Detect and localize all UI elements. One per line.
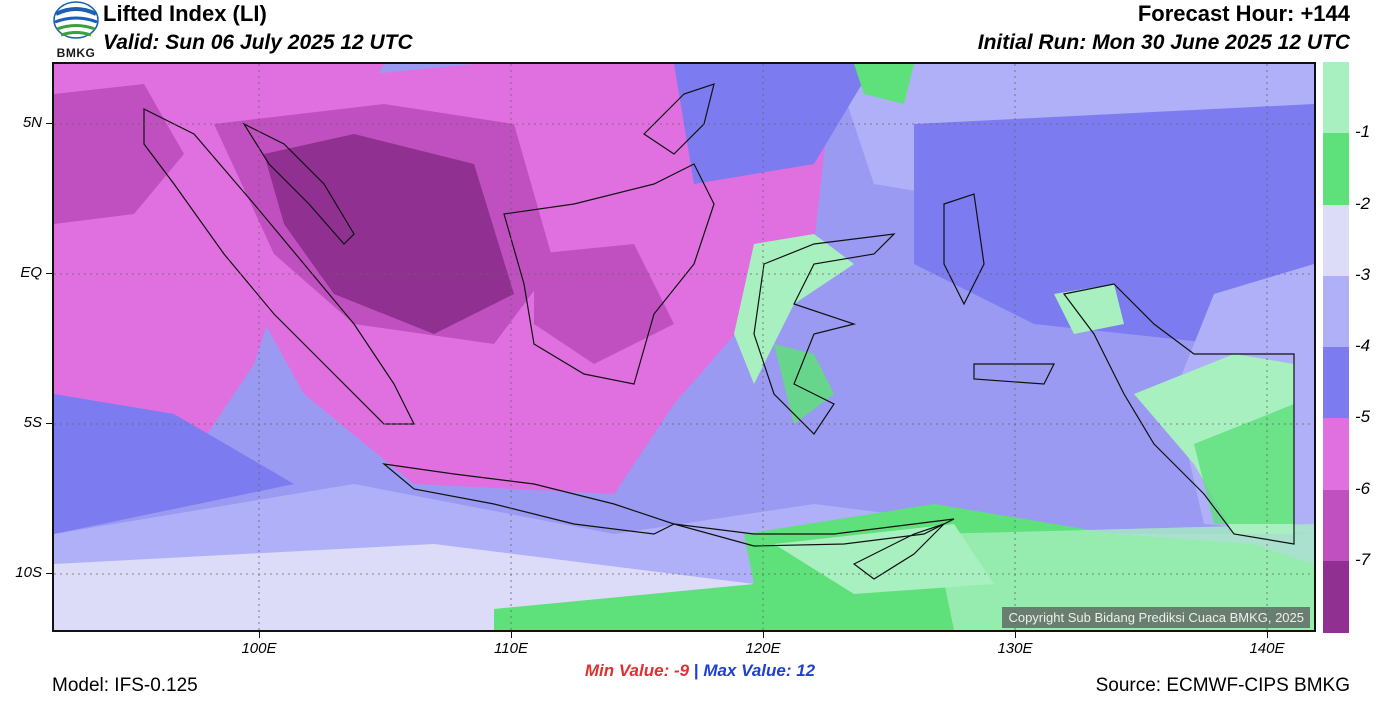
lat-label-5n: 5N <box>22 114 42 131</box>
lat-label-eq: EQ <box>20 264 42 281</box>
min-value: Min Value: -9 <box>584 661 690 680</box>
lon-label-130e: 130E <box>997 640 1033 657</box>
lat-tick <box>46 573 52 574</box>
colorbar-segment <box>1323 560 1349 633</box>
coastlines <box>143 83 1295 580</box>
lon-tick <box>511 632 512 638</box>
colorbar-segment <box>1323 347 1349 419</box>
graticule <box>54 64 1314 630</box>
colorbar-label: -5 <box>1355 407 1371 427</box>
lifted-index-map: Copyright Sub Bidang Prediksi Cuaca BMKG… <box>52 62 1316 632</box>
source-label: Source: ECMWF-CIPS BMKG <box>1095 675 1350 696</box>
colorbar <box>1323 62 1349 633</box>
model-label: Model: IFS-0.125 <box>52 675 198 696</box>
lon-tick <box>1015 632 1016 638</box>
colorbar-label: -4 <box>1355 336 1371 355</box>
copyright-notice: Copyright Sub Bidang Prediksi Cuaca BMKG… <box>1002 607 1310 628</box>
lat-tick <box>46 423 52 424</box>
colorbar-label: -2 <box>1355 193 1371 213</box>
logo-text: BMKG <box>56 46 96 60</box>
lon-label-120e: 120E <box>745 640 781 657</box>
map-canvas <box>54 64 1314 630</box>
lat-label-10s: 10S <box>15 564 42 581</box>
lat-tick <box>46 123 52 124</box>
colorbar-segment <box>1323 133 1349 206</box>
colorbar-label: -1 <box>1355 122 1371 142</box>
min-max-values: Min Value: -9 | Max Value: 12 <box>0 661 1400 681</box>
lon-label-100e: 100E <box>241 640 277 657</box>
colorbar-segment <box>1323 275 1349 348</box>
lat-tick <box>46 273 52 274</box>
colorbar-label: -7 <box>1355 549 1371 569</box>
colorbar-segment <box>1323 418 1349 491</box>
initial-run: Initial Run: Mon 30 June 2025 12 UTC <box>977 31 1350 54</box>
minmax-separator: | <box>693 661 699 680</box>
colorbar-segment <box>1323 204 1349 277</box>
colorbar-segment <box>1323 489 1349 562</box>
chart-title: Lifted Index (LI) <box>103 1 267 26</box>
bmkg-emblem-icon <box>53 1 99 39</box>
bmkg-logo: BMKG <box>52 0 100 62</box>
forecast-hour: Forecast Hour: +144 <box>1137 1 1350 26</box>
colorbar-segment <box>1323 62 1349 134</box>
max-value: Max Value: 12 <box>703 661 816 680</box>
valid-time: Valid: Sun 06 July 2025 12 UTC <box>103 31 413 54</box>
lon-tick <box>763 632 764 638</box>
colorbar-label: -6 <box>1355 478 1371 498</box>
colorbar-label: -3 <box>1355 264 1371 284</box>
lon-tick <box>259 632 260 638</box>
lon-label-140e: 140E <box>1249 640 1285 657</box>
lon-tick <box>1267 632 1268 638</box>
lat-label-5s: 5S <box>23 414 42 431</box>
lon-label-110e: 110E <box>494 640 528 657</box>
